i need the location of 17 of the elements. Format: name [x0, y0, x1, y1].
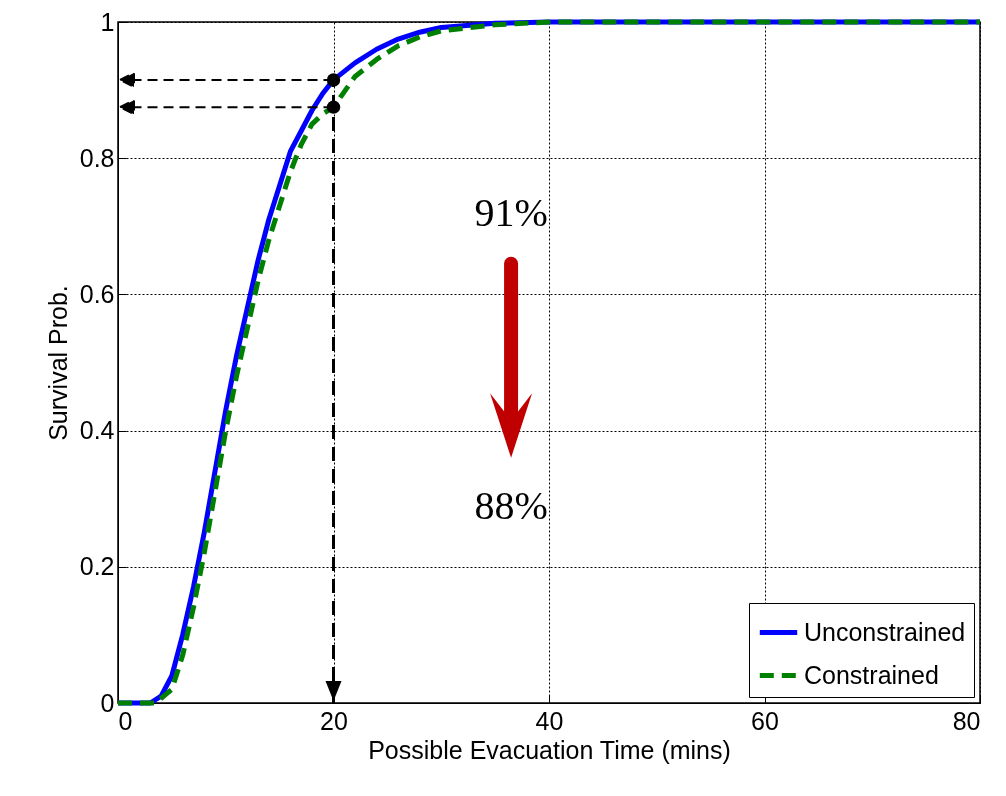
- legend-label: Constrained: [804, 660, 939, 689]
- x-tick-label: 60: [751, 706, 779, 735]
- x-tick-label: 40: [535, 706, 564, 735]
- y-tick-label: 1: [100, 7, 115, 36]
- y-axis-title: Survival Prob.: [43, 285, 72, 441]
- annotation: 88%: [474, 483, 548, 529]
- legend-label: Unconstrained: [804, 617, 966, 646]
- x-tick-label: 0: [118, 706, 133, 735]
- x-tick-label: 20: [320, 706, 348, 735]
- y-tick-label: 0.8: [79, 143, 115, 172]
- y-tick-label: 0: [100, 688, 115, 717]
- y-tick-label: 0.4: [79, 416, 115, 445]
- y-tick-label: 0.6: [79, 279, 115, 308]
- x-axis-title: Possible Evacuation Time (mins): [368, 735, 731, 764]
- x-tick-label: 80: [952, 706, 981, 735]
- annotation: 91%: [474, 190, 548, 236]
- y-tick-label: 0.2: [79, 552, 115, 581]
